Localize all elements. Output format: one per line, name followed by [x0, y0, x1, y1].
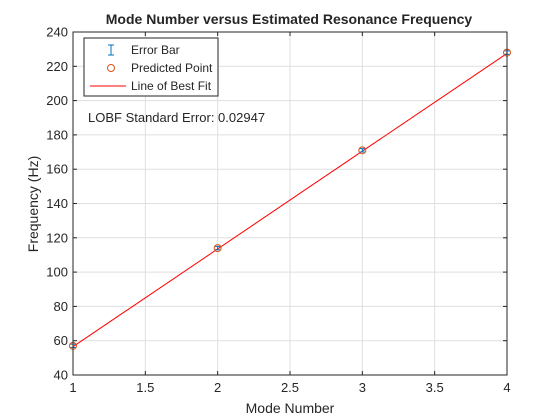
y-tick-label: 120: [46, 230, 68, 245]
y-tick-label: 140: [46, 196, 68, 211]
legend-label: Error Bar: [131, 43, 180, 57]
y-tick-label: 180: [46, 127, 68, 142]
x-tick-label: 4: [503, 380, 510, 395]
x-tick-label: 2.5: [281, 380, 299, 395]
best-fit-line: [72, 53, 508, 348]
error-bar: [359, 148, 366, 153]
legend-label: Line of Best Fit: [131, 79, 212, 93]
legend: Error Bar Predicted Point Line of Best Fit: [83, 37, 219, 97]
y-tick-label: 40: [54, 368, 68, 383]
x-tick-label: 3.5: [426, 380, 444, 395]
error-bar: [214, 245, 221, 251]
x-tick-label: 3: [359, 380, 366, 395]
y-tick-label: 100: [46, 265, 68, 280]
y-tick-label: 220: [46, 59, 68, 74]
lobf-standard-error: LOBF Standard Error: 0.02947: [88, 110, 265, 125]
predicted-point: [213, 244, 222, 253]
x-axis-label: Mode Number: [246, 400, 335, 416]
x-tick-label: 1.5: [136, 380, 154, 395]
ticks: 1 1.5 2 2.5 3 3.5 4 40 60 80 100 120 140 160 180 200 220…: [46, 25, 510, 396]
x-tick-label: 1: [69, 380, 76, 395]
x-tick-label: 2: [214, 380, 221, 395]
y-tick-label: 80: [54, 299, 68, 314]
y-tick-label: 160: [46, 162, 68, 177]
y-axis-label: Frequency (Hz): [25, 156, 41, 252]
y-tick-label: 240: [46, 25, 68, 40]
legend-errorbar-icon: [108, 44, 114, 56]
legend-label: Predicted Point: [131, 61, 213, 75]
chart-title: Mode Number versus Estimated Resonance F…: [106, 11, 473, 27]
predicted-point: [358, 146, 367, 155]
y-tick-label: 200: [46, 93, 68, 108]
y-tick-label: 60: [54, 333, 68, 348]
legend-circle-icon: [107, 64, 115, 72]
